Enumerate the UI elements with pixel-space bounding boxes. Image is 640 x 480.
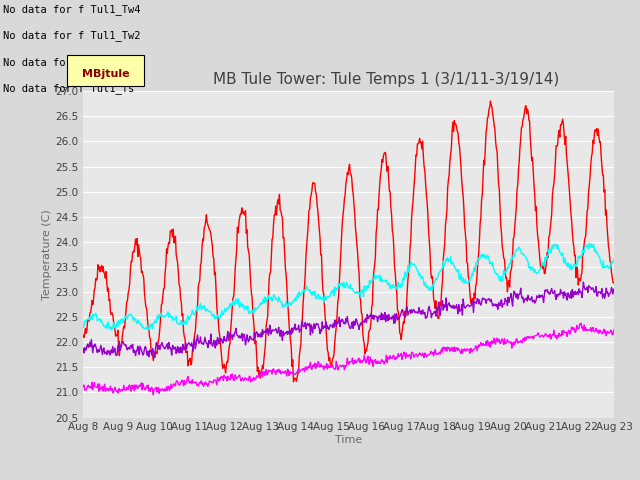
Text: No data for f Tul1_Tw2: No data for f Tul1_Tw2 — [3, 30, 141, 41]
Title: MB Tule Tower: Tule Temps 1 (3/1/11-3/19/14): MB Tule Tower: Tule Temps 1 (3/1/11-3/19… — [213, 72, 559, 87]
X-axis label: Time: Time — [335, 435, 362, 445]
Text: No data for f Tul1_Ts2: No data for f Tul1_Ts2 — [3, 57, 141, 68]
Legend: Tul1_Tw+10cm, Tul1_Ts-8cm, Tul1_Ts-16cm, Tul1_Ts-32cm: Tul1_Tw+10cm, Tul1_Ts-8cm, Tul1_Ts-16cm,… — [121, 475, 577, 480]
Text: No data for f Tul1_Ts: No data for f Tul1_Ts — [3, 83, 134, 94]
Text: No data for f Tul1_Tw4: No data for f Tul1_Tw4 — [3, 4, 141, 15]
Text: MBjtule: MBjtule — [82, 70, 129, 79]
Y-axis label: Temperature (C): Temperature (C) — [42, 209, 52, 300]
